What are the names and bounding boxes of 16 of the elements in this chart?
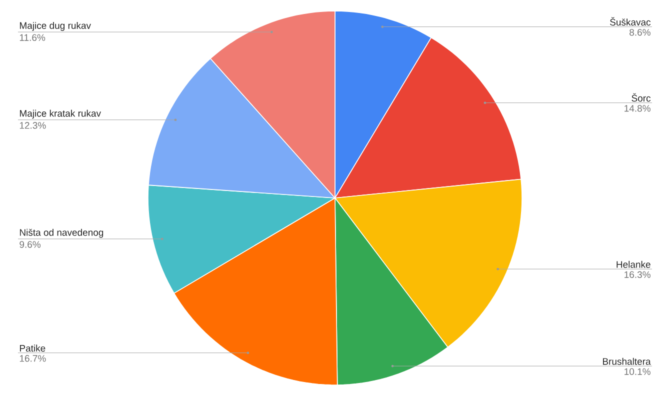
slice-label: Helanke xyxy=(616,260,650,268)
slice-label: Majice kratak rukav xyxy=(20,110,101,119)
slice-label: Brushaltera xyxy=(603,358,651,365)
data-label: 12.3% xyxy=(20,122,46,129)
slice-label: Šuškavac xyxy=(610,17,651,26)
slice-label: Ništa od navedenog xyxy=(20,228,104,238)
slice-label: Patike xyxy=(20,344,46,352)
data-label: 10.1% xyxy=(624,368,650,375)
data-label: 16.3% xyxy=(624,271,650,278)
data-label: 11.6% xyxy=(20,34,46,41)
slice-label: Šorc xyxy=(632,93,651,102)
data-label: 9.6% xyxy=(20,241,41,248)
slice-label: Majice dug rukav xyxy=(20,22,91,31)
data-label: 14.8% xyxy=(624,105,650,112)
data-label: 16.7% xyxy=(20,355,46,362)
data-label: 8.6% xyxy=(630,28,650,36)
